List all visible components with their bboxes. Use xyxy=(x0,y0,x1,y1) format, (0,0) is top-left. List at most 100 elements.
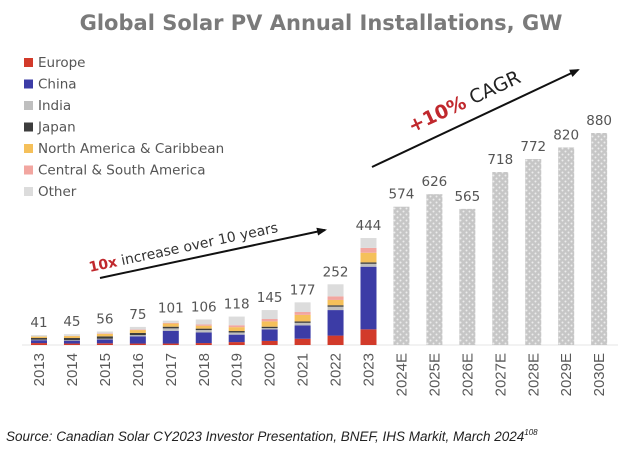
bar-segment-2021-japan xyxy=(294,321,311,323)
x-tick-2030E: 2030E xyxy=(591,353,608,396)
bar-segment-2019-central-south-america xyxy=(228,325,245,328)
value-label-2015: 56 xyxy=(96,312,113,328)
value-label-2024E: 574 xyxy=(389,187,415,203)
value-label-2017: 101 xyxy=(158,301,184,317)
bar-segment-2014-china xyxy=(63,340,80,344)
x-tick-2025E: 2025E xyxy=(426,353,443,396)
value-label-2030E: 880 xyxy=(586,113,612,129)
x-tick-2019: 2019 xyxy=(229,353,246,386)
legend-label-0: Europe xyxy=(38,55,85,71)
bar-segment-2019-other xyxy=(228,316,245,326)
x-tick-2016: 2016 xyxy=(130,353,147,386)
bar-forecast-2028E xyxy=(525,159,542,345)
x-tick-2026E: 2026E xyxy=(459,353,476,396)
bar-segment-2017-india xyxy=(162,328,179,331)
bar-segment-2017-china xyxy=(162,330,179,344)
value-label-2018: 106 xyxy=(191,299,217,315)
bar-segment-2017-europe xyxy=(162,343,179,345)
bar-segment-2022-india xyxy=(327,306,344,311)
bar-segment-2013-europe xyxy=(31,343,47,345)
bar-segment-2019-north-america-caribbean xyxy=(228,327,245,332)
legend-swatch-3 xyxy=(24,122,33,132)
x-tick-2015: 2015 xyxy=(97,353,114,386)
bar-segment-2018-europe xyxy=(195,343,212,345)
x-tick-2014: 2014 xyxy=(64,353,81,386)
bar-segment-2023-other xyxy=(360,238,377,248)
bar-segment-2021-central-south-america xyxy=(294,311,311,315)
bar-segment-2014-other xyxy=(63,334,80,336)
value-label-2025E: 626 xyxy=(422,174,448,190)
bar-segment-2016-other xyxy=(129,326,146,330)
x-tick-2017: 2017 xyxy=(163,353,180,386)
bars-group xyxy=(31,133,608,345)
x-tick-labels-group: 2013 2014 2015 2016 2017 2018 2019 2020 2021 2022… xyxy=(31,353,608,396)
source-superscript: 108 xyxy=(524,428,538,437)
cagr-arrow xyxy=(371,69,580,168)
bar-segment-2018-china xyxy=(195,332,212,344)
bar-segment-2015-north-america-caribbean xyxy=(96,333,113,337)
cagr-rest: CAGR xyxy=(460,66,524,111)
bar-segment-2019-europe xyxy=(228,342,245,345)
x-tick-2013: 2013 xyxy=(31,353,48,386)
x-tick-2021: 2021 xyxy=(295,353,312,386)
bar-segment-2017-central-south-america xyxy=(162,322,179,324)
legend-swatch-6 xyxy=(24,187,33,196)
bar-forecast-2030E xyxy=(591,133,608,345)
bar-segment-2020-japan xyxy=(261,326,278,329)
value-label-2014: 45 xyxy=(63,314,80,330)
bar-segment-2021-north-america-caribbean xyxy=(294,314,311,322)
bar-segment-2018-north-america-caribbean xyxy=(195,325,212,329)
legend-label-3: Japan xyxy=(37,120,76,136)
value-label-2013: 41 xyxy=(30,315,47,331)
bar-segment-2020-china xyxy=(261,329,278,341)
bar-segment-2015-japan xyxy=(96,336,113,339)
legend-label-4: North America & Caribbean xyxy=(38,141,224,157)
legend-label-6: Other xyxy=(38,184,77,200)
value-labels-group: 41 45 56 75 101 106 118 145 177 252 444 574 626 565 71… xyxy=(30,113,612,331)
bar-segment-2021-china xyxy=(294,325,311,339)
bar-segment-2022-china xyxy=(327,310,344,336)
bar-segment-2022-europe xyxy=(327,335,344,345)
bar-segment-2019-china xyxy=(228,334,245,343)
x-tick-2018: 2018 xyxy=(196,353,213,386)
bar-segment-2022-other xyxy=(327,284,344,297)
bar-segment-2021-india xyxy=(294,322,311,326)
bar-segment-2016-india xyxy=(129,335,146,337)
legend-swatch-2 xyxy=(24,101,33,110)
x-tick-2027E: 2027E xyxy=(492,353,509,396)
bar-segment-2015-india xyxy=(96,338,113,340)
value-label-2028E: 772 xyxy=(520,139,546,155)
bar-segment-2018-japan xyxy=(195,328,212,331)
bar-segment-2013-japan xyxy=(31,338,47,340)
bar-segment-2013-china xyxy=(31,340,47,344)
bar-forecast-2024E xyxy=(393,206,410,345)
bar-segment-2015-other xyxy=(96,331,113,334)
legend-swatch-4 xyxy=(24,144,33,153)
bar-segment-2018-central-south-america xyxy=(195,324,212,326)
bar-segment-2013-other xyxy=(31,335,47,337)
bar-segment-2023-india xyxy=(360,263,377,267)
bar-segment-2014-europe xyxy=(63,343,80,345)
legend-swatch-0 xyxy=(24,58,33,67)
value-label-2029E: 820 xyxy=(553,127,579,143)
bar-segment-2016-europe xyxy=(129,343,146,345)
legend-label-2: India xyxy=(38,98,71,114)
value-label-2019: 118 xyxy=(224,297,250,313)
bar-segment-2019-india xyxy=(228,332,245,335)
bar-segment-2020-india xyxy=(261,328,278,330)
source-note: Source: Canadian Solar CY2023 Investor P… xyxy=(6,428,538,444)
bar-forecast-2025E xyxy=(426,194,443,345)
bar-segment-2022-north-america-caribbean xyxy=(327,299,344,306)
bar-forecast-2027E xyxy=(492,172,509,345)
bar-segment-2015-china xyxy=(96,339,113,344)
bar-segment-2017-other xyxy=(162,320,179,323)
bar-segment-2016-china xyxy=(129,336,146,344)
x-tick-2024E: 2024E xyxy=(393,353,410,396)
legend-swatch-1 xyxy=(24,79,33,89)
bar-segment-2023-china xyxy=(360,266,377,330)
bar-segment-2023-japan xyxy=(360,262,377,264)
bar-segment-2016-north-america-caribbean xyxy=(129,330,146,333)
growth-emphasis: 10x xyxy=(88,254,119,276)
bar-segment-2020-central-south-america xyxy=(261,318,278,322)
